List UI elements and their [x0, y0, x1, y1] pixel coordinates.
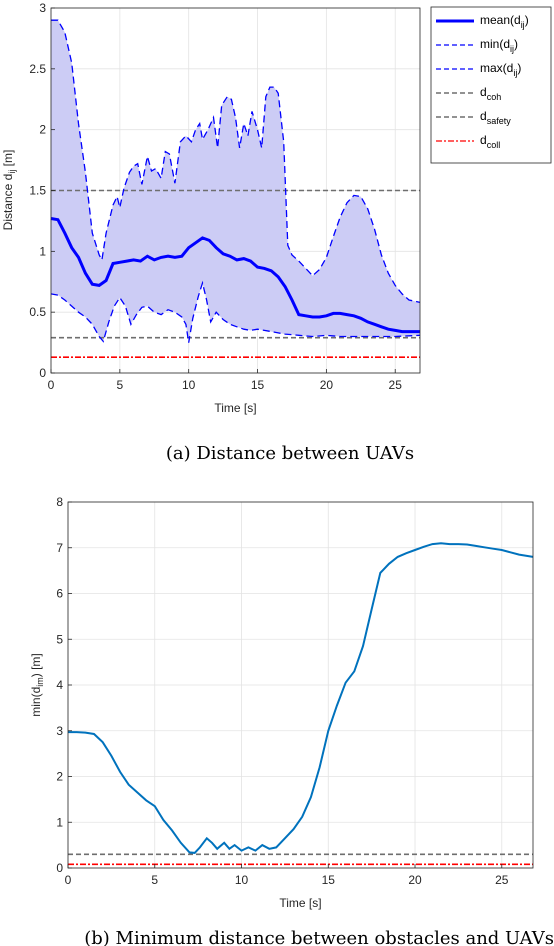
chart-a-series-min — [50, 280, 421, 343]
legend-entry-label: min(dij) — [480, 37, 518, 54]
x-tick-label: 5 — [116, 378, 123, 392]
chart-a-ylabel: Distance dij [m] — [1, 150, 17, 231]
y-tick-label: 3 — [39, 1, 46, 15]
x-tick-label: 25 — [495, 873, 509, 887]
chart-b-ylabel: min(dim) [m] — [29, 653, 45, 717]
y-tick-label: 5 — [56, 632, 63, 646]
y-tick-label: 0 — [56, 861, 63, 875]
legend-entry-label: max(dij) — [480, 61, 521, 78]
y-tick-label: 1 — [39, 244, 46, 258]
x-tick-label: 10 — [182, 378, 196, 392]
chart-b-caption: (b) Minimum distance between obstacles a… — [84, 928, 554, 946]
y-tick-label: 1.5 — [29, 184, 46, 198]
x-tick-label: 10 — [235, 873, 249, 887]
chart-b-series-min-dim — [68, 542, 534, 854]
chart-b: 0 5 10 15 20 25 0 1 2 3 4 5 6 7 8 Time [s] min(dim) [m… — [29, 495, 554, 946]
chart-a: 0 5 10 15 20 25 0 0.5 1 1.5 2 2.5 3 Time [s] Distanc… — [1, 1, 552, 464]
y-tick-label: 6 — [56, 587, 63, 601]
chart-a-series-max — [51, 19, 421, 304]
y-tick-label: 2 — [39, 123, 46, 137]
x-tick-label: 0 — [48, 378, 55, 392]
y-tick-label: 0.5 — [29, 305, 46, 319]
chart-a-threshold-lines — [51, 189, 420, 358]
chart-a-range-fill — [51, 20, 420, 343]
chart-a-ticks: 0 5 10 15 20 25 0 0.5 1 1.5 2 2.5 3 — [29, 1, 402, 392]
legend-entry-label: dcoll — [480, 133, 500, 150]
y-tick-label: 2.5 — [29, 62, 46, 76]
y-tick-label: 0 — [39, 366, 46, 380]
legend-entry-label: mean(dij) — [480, 13, 529, 30]
chart-a-series-mean — [50, 217, 420, 334]
chart-a-legend-box — [430, 6, 552, 164]
y-tick-label: 2 — [56, 770, 63, 784]
chart-b-ticks: 0 5 10 15 20 25 0 1 2 3 4 5 6 7 8 — [56, 495, 508, 887]
x-tick-label: 20 — [408, 873, 422, 887]
y-tick-label: 3 — [56, 724, 63, 738]
legend-entry-label: dsafety — [480, 109, 511, 126]
chart-a-caption: (a) Distance between UAVs — [166, 443, 414, 464]
chart-b-threshold-lines — [68, 853, 533, 866]
x-tick-label: 5 — [151, 873, 158, 887]
x-tick-label: 0 — [65, 873, 72, 887]
x-tick-label: 15 — [322, 873, 336, 887]
legend-entry-label: dcoh — [480, 85, 501, 102]
chart-a-xlabel: Time [s] — [214, 401, 256, 415]
chart-b-xlabel: Time [s] — [279, 896, 321, 910]
y-tick-label: 4 — [56, 678, 63, 692]
x-tick-label: 20 — [320, 378, 334, 392]
y-tick-label: 8 — [56, 495, 63, 509]
y-tick-label: 1 — [56, 815, 63, 829]
chart-a-legend: mean(dij) min(dij) max(dij) dcoh dsafety dcol… — [430, 6, 552, 164]
y-tick-label: 7 — [56, 541, 63, 555]
x-tick-label: 15 — [251, 378, 265, 392]
x-tick-label: 25 — [389, 378, 403, 392]
